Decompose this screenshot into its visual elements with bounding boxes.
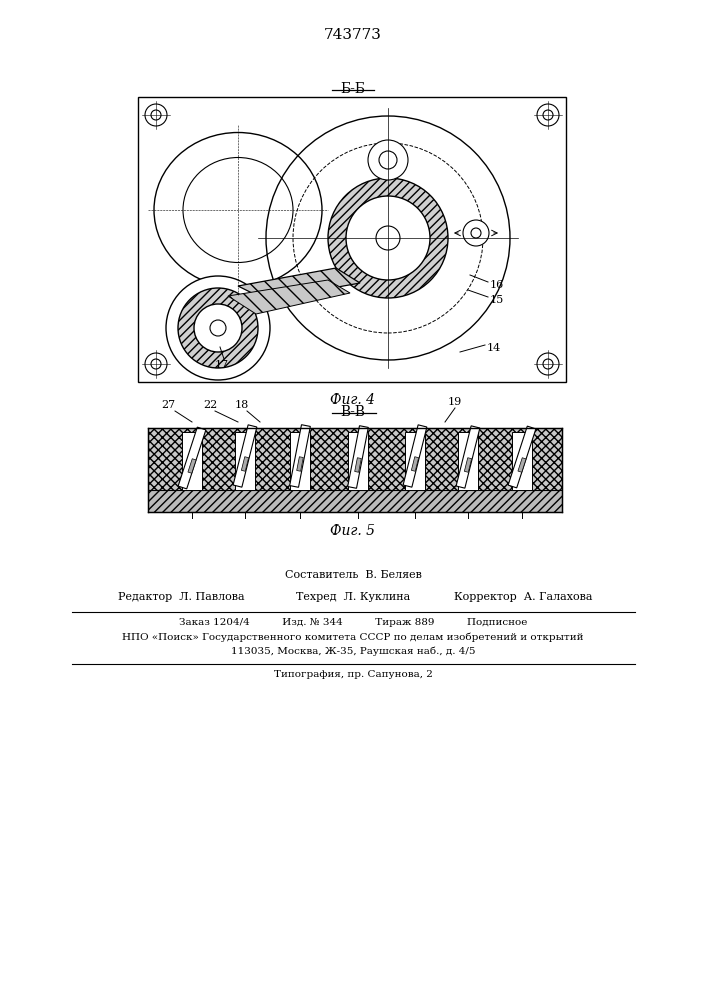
Bar (148, 490, 562, 512)
Polygon shape (290, 425, 310, 487)
Text: 22: 22 (203, 400, 217, 410)
Circle shape (537, 104, 559, 126)
Circle shape (537, 353, 559, 375)
Bar (138, 97, 566, 382)
Text: Заказ 1204/4          Изд. № 344          Тираж 889          Подписное: Заказ 1204/4 Изд. № 344 Тираж 889 Подпис… (179, 618, 527, 627)
Text: Корректор  А. Галахова: Корректор А. Галахова (453, 592, 592, 602)
Text: 743773: 743773 (324, 28, 382, 42)
Text: 14: 14 (487, 343, 501, 353)
Polygon shape (241, 457, 249, 471)
Text: Б-Б: Б-Б (341, 82, 366, 96)
Bar (290, 432, 310, 490)
Text: Фиг. 5: Фиг. 5 (330, 524, 375, 538)
Text: 17: 17 (215, 360, 229, 370)
Text: Типография, пр. Сапунова, 2: Типография, пр. Сапунова, 2 (274, 670, 433, 679)
Text: 15: 15 (490, 295, 504, 305)
Bar (148, 428, 562, 490)
Bar (348, 432, 368, 490)
Text: 19: 19 (448, 397, 462, 407)
Circle shape (178, 288, 258, 368)
Circle shape (463, 220, 489, 246)
Polygon shape (411, 457, 419, 471)
Circle shape (166, 276, 270, 380)
Text: Редактор  Л. Павлова: Редактор Л. Павлова (118, 592, 245, 602)
Polygon shape (188, 459, 196, 473)
Polygon shape (355, 458, 361, 472)
Text: 16: 16 (490, 280, 504, 290)
Bar (458, 432, 478, 490)
Circle shape (328, 178, 448, 298)
Bar (235, 432, 255, 490)
Text: Фиг. 4: Фиг. 4 (330, 393, 375, 407)
Text: НПО «Поиск» Государственного комитета СССР по делам изобретений и открытий: НПО «Поиск» Государственного комитета СС… (122, 633, 584, 643)
Text: 113035, Москва, Ж-35, Раушская наб., д. 4/5: 113035, Москва, Ж-35, Раушская наб., д. … (230, 647, 475, 656)
Circle shape (194, 304, 242, 352)
Text: В-В: В-В (341, 405, 366, 419)
Polygon shape (464, 458, 472, 472)
Text: 27: 27 (161, 400, 175, 410)
Circle shape (368, 140, 408, 180)
Polygon shape (518, 458, 526, 472)
Circle shape (346, 196, 430, 280)
Text: 18: 18 (235, 400, 249, 410)
Polygon shape (297, 457, 303, 471)
Text: Техред  Л. Куклина: Техред Л. Куклина (296, 592, 410, 602)
Bar (182, 432, 202, 490)
Polygon shape (508, 426, 536, 488)
Polygon shape (228, 280, 350, 314)
Circle shape (145, 353, 167, 375)
Bar (512, 432, 532, 490)
Polygon shape (233, 425, 257, 487)
Polygon shape (403, 425, 427, 487)
Polygon shape (178, 427, 206, 489)
Bar (405, 432, 425, 490)
Circle shape (145, 104, 167, 126)
Text: Составитель  В. Беляев: Составитель В. Беляев (284, 570, 421, 580)
Polygon shape (456, 426, 480, 488)
Polygon shape (348, 426, 368, 488)
Polygon shape (238, 268, 360, 300)
